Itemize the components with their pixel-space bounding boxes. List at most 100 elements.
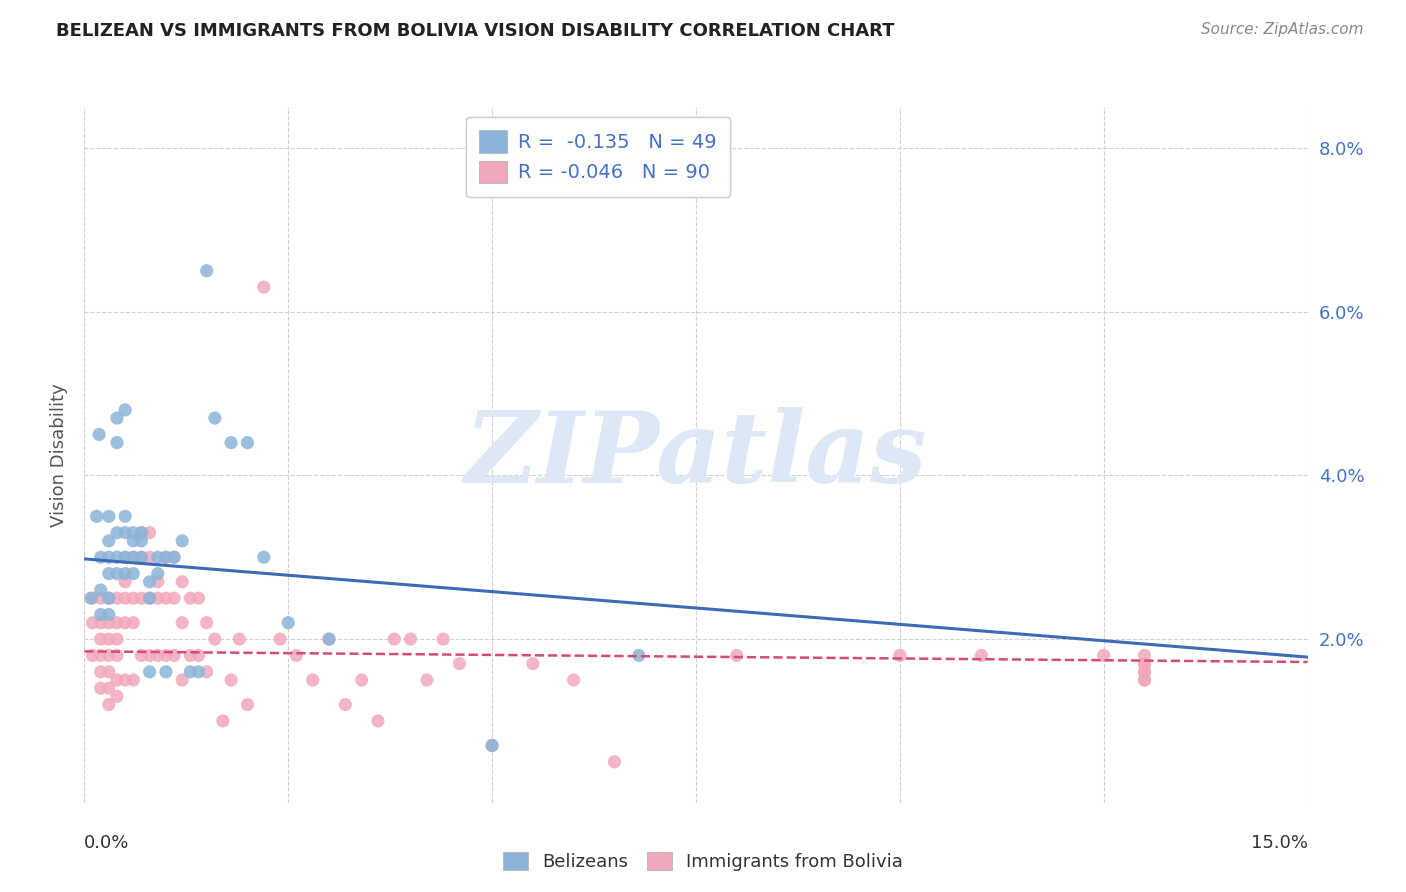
Text: 0.0%: 0.0% [84,834,129,852]
Point [122,525,145,540]
Point [146,550,169,565]
Point [146,574,169,589]
Point [155,665,177,679]
Text: 15.0%: 15.0% [1250,834,1308,852]
Point [253,550,276,565]
Point [277,615,299,630]
Y-axis label: Vision Disability: Vision Disability [49,383,67,527]
Point [105,591,128,606]
Point [204,632,226,646]
Point [122,673,145,687]
Point [138,574,160,589]
Point [301,673,323,687]
Point [105,690,128,704]
Point [179,591,201,606]
Point [1133,648,1156,663]
Legend: R =  -0.135   N = 49, R = -0.046   N = 90: R = -0.135 N = 49, R = -0.046 N = 90 [465,117,731,196]
Point [163,648,186,663]
Point [146,648,169,663]
Point [114,673,136,687]
Point [172,673,194,687]
Point [97,681,120,696]
Point [138,591,160,606]
Point [97,509,120,524]
Point [219,673,242,687]
Point [1133,665,1156,679]
Point [114,550,136,565]
Point [889,648,911,663]
Point [105,632,128,646]
Point [236,698,259,712]
Point [350,673,373,687]
Point [179,665,201,679]
Point [97,632,120,646]
Point [114,550,136,565]
Point [432,632,454,646]
Point [90,607,112,622]
Point [1133,665,1156,679]
Point [195,264,218,278]
Point [114,403,136,417]
Point [90,582,112,597]
Point [97,566,120,581]
Point [1133,673,1156,687]
Point [138,591,160,606]
Point [80,591,103,606]
Point [114,574,136,589]
Point [138,665,160,679]
Point [131,525,153,540]
Point [155,550,177,565]
Point [114,615,136,630]
Point [97,607,120,622]
Point [1133,673,1156,687]
Point [131,648,153,663]
Point [627,648,650,663]
Point [146,566,169,581]
Text: BELIZEAN VS IMMIGRANTS FROM BOLIVIA VISION DISABILITY CORRELATION CHART: BELIZEAN VS IMMIGRANTS FROM BOLIVIA VISI… [56,22,894,40]
Point [90,681,112,696]
Point [163,550,186,565]
Point [97,615,120,630]
Point [195,665,218,679]
Point [105,566,128,581]
Point [335,698,357,712]
Point [562,673,585,687]
Point [122,550,145,565]
Point [82,591,104,606]
Point [970,648,993,663]
Point [105,435,128,450]
Point [105,673,128,687]
Point [138,525,160,540]
Point [253,280,276,294]
Point [725,648,748,663]
Point [481,739,503,753]
Point [204,411,226,425]
Point [603,755,626,769]
Point [179,648,201,663]
Point [97,533,120,548]
Point [114,566,136,581]
Point [131,525,153,540]
Point [114,591,136,606]
Point [86,509,108,524]
Point [416,673,439,687]
Point [163,550,186,565]
Point [97,698,120,712]
Point [97,550,120,565]
Point [105,525,128,540]
Point [138,648,160,663]
Point [187,648,209,663]
Point [399,632,422,646]
Point [97,648,120,663]
Point [131,591,153,606]
Point [382,632,405,646]
Point [155,591,177,606]
Point [172,574,194,589]
Point [82,615,104,630]
Point [114,525,136,540]
Point [97,591,120,606]
Point [90,591,112,606]
Point [138,550,160,565]
Point [367,714,389,728]
Point [90,632,112,646]
